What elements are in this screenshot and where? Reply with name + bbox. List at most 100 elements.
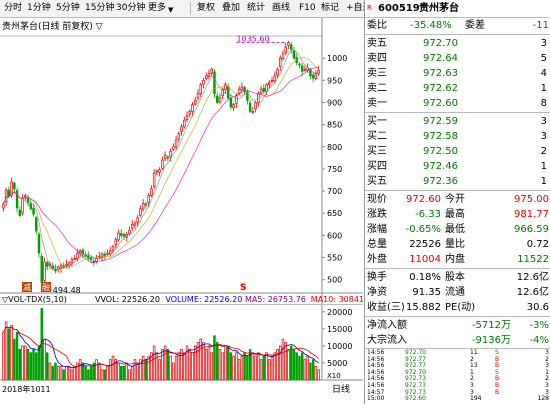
tick-side-1: B xyxy=(495,355,500,363)
stock-code: 600519 xyxy=(378,3,420,14)
bid-vol-1: 3 xyxy=(540,131,547,142)
bid-vol-4: 1 xyxy=(540,176,547,187)
volume-bar-12 xyxy=(35,352,38,381)
tool-6[interactable]: +自选 xyxy=(346,3,372,13)
candle-body-87 xyxy=(240,86,244,91)
volume-bar-86 xyxy=(237,359,241,381)
volume-bar-28 xyxy=(78,359,82,381)
volume-bar-99 xyxy=(273,352,277,381)
stats-label2-3: 量比 xyxy=(445,239,465,250)
tool-4[interactable]: F10 xyxy=(299,3,316,13)
tick-num-7: 128 xyxy=(537,395,549,403)
candle-body-78 xyxy=(215,95,219,103)
candle-body-33 xyxy=(92,260,96,263)
flow-row-1: 大宗流入 -9136万 -4% xyxy=(365,333,550,348)
volume-legend-3: MA10: 30841.72 xyxy=(311,295,363,304)
candle-body-96 xyxy=(265,84,268,92)
stats2-label2-1: 流通 xyxy=(445,287,465,298)
flow-row-0: 净流入额 -5712万 -3% xyxy=(365,318,550,333)
volume-bar-16 xyxy=(45,352,49,381)
volume-bar-48 xyxy=(133,359,137,381)
period-tab-3[interactable]: 15分钟 xyxy=(85,3,115,13)
stats2-label2-2: PE(动) xyxy=(445,302,476,313)
candle-body-43 xyxy=(120,233,123,236)
tick-price-2: 972.77 xyxy=(405,362,426,370)
volume-bar-71 xyxy=(196,342,200,381)
candle-body-59 xyxy=(163,155,167,159)
stats-row-2: 涨幅 -0.65% 最低 966.59 xyxy=(365,222,550,237)
candle-body-106 xyxy=(292,50,296,59)
x-tick-label-0: 2018年10 xyxy=(2,384,41,394)
candle-body-63 xyxy=(174,139,178,148)
bid-label-4: 买五 xyxy=(367,176,387,187)
candle-body-70 xyxy=(194,99,197,105)
ask-label-2: 卖三 xyxy=(367,68,387,79)
period-tab-0[interactable]: 分时 xyxy=(4,3,23,13)
tool-2[interactable]: 统计 xyxy=(247,3,266,13)
tick-num-5: 3 xyxy=(545,382,549,389)
stats-row-0: 现价 972.60 今开 975.00 xyxy=(365,192,550,207)
chart-svg[interactable]: 贵州茅台(日线 前复权) ▽ 500 550 600 650 700 750 800 850 90… xyxy=(0,18,377,404)
volume-bar-62 xyxy=(172,362,175,381)
bid-stats-divider xyxy=(365,190,550,191)
ask-price-4: 972.60 xyxy=(423,98,458,109)
volume-bar-88 xyxy=(243,352,246,381)
period-tab-1[interactable]: 1分钟 xyxy=(27,3,51,13)
volume-bar-75 xyxy=(207,345,211,381)
more-dropdown-icon[interactable]: ▼ xyxy=(168,6,174,14)
candle-body-4 xyxy=(13,182,16,190)
price-tick-label-5: 750 xyxy=(327,165,342,174)
chart-area: 贵州茅台(日线 前复权) ▽ 500 550 600 650 700 750 800 850 90… xyxy=(0,18,377,404)
tool-1[interactable]: 叠加 xyxy=(222,3,241,13)
volume-bar-98 xyxy=(270,355,274,381)
volume-bar-105 xyxy=(289,345,293,381)
candle-body-115 xyxy=(317,70,320,74)
tick-vol-1: 2 xyxy=(470,355,474,363)
tick-time-0: 14:56 xyxy=(367,349,385,356)
candle-body-9 xyxy=(26,197,30,203)
candle-body-113 xyxy=(311,74,315,79)
volume-bar-73 xyxy=(202,342,205,381)
stats2-label2-0: 股本 xyxy=(445,272,465,283)
tick-time-3: 14:56 xyxy=(367,368,385,376)
period-tab-5[interactable]: 更多 xyxy=(148,3,167,13)
tool-3[interactable]: 画线 xyxy=(272,3,291,13)
candle-body-13 xyxy=(37,233,41,254)
candle-body-105 xyxy=(289,44,293,50)
volume-bar-22 xyxy=(62,369,65,381)
price-tick-label-1: 550 xyxy=(327,254,342,263)
event-badge-0: 减 xyxy=(23,282,31,292)
volume-chart-title: ▽VOL-TDX(5,10) xyxy=(2,295,67,304)
ask-label-0: 卖五 xyxy=(367,38,387,49)
period-tab-2[interactable]: 5分钟 xyxy=(56,3,80,13)
ask-row-4: 卖一 972.60 8 xyxy=(365,96,550,111)
candle-body-60 xyxy=(166,156,170,159)
volume-bar-39 xyxy=(109,359,112,381)
stats-row-1: 涨跌 -6.33 最高 981.77 xyxy=(365,207,550,222)
period-tab-4[interactable]: 30分钟 xyxy=(116,3,146,13)
volume-bar-53 xyxy=(147,355,150,381)
tick-time-2: 14:56 xyxy=(367,362,385,370)
volume-bar-43 xyxy=(120,366,123,381)
volume-legend-1: VOLUME: 22526.20 xyxy=(165,295,242,304)
toolbar-divider xyxy=(190,2,191,15)
tool-0[interactable]: 复权 xyxy=(197,3,216,13)
price-tick-label-3: 650 xyxy=(327,209,342,218)
price-tick-label-10: 1000 xyxy=(327,54,347,63)
candle-body-55 xyxy=(152,173,156,187)
tick-price-4: 972.73 xyxy=(405,375,426,383)
ask-row-0: 卖五 972.70 3 xyxy=(365,36,550,51)
price-ma-line-1 xyxy=(3,57,319,269)
volume-bar-65 xyxy=(180,348,183,381)
stats-label1-3: 总量 xyxy=(367,239,387,250)
tool-5[interactable]: 标记 xyxy=(321,3,340,13)
tick-time-4: 14:56 xyxy=(367,375,385,383)
volume-bar-26 xyxy=(73,366,76,381)
candle-body-71 xyxy=(196,93,200,99)
stats2-label1-2: 收益(三) xyxy=(367,302,405,313)
candle-body-14 xyxy=(40,256,43,283)
candle-body-102 xyxy=(281,53,285,59)
stats-label1-2: 涨幅 xyxy=(367,224,387,235)
tick-price-7: 972.60 xyxy=(405,395,426,403)
tick-num-6: 3 xyxy=(545,388,549,396)
